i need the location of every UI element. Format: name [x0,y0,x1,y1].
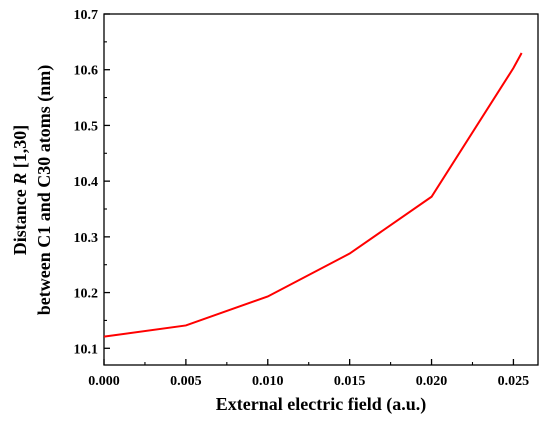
y-tick-label: 10.1 [74,342,99,357]
y-tick-label: 10.4 [74,175,99,190]
x-tick-label: 0.015 [334,374,366,389]
y-tick-label: 10.5 [74,119,99,134]
x-axis-title: External electric field (a.u.) [216,394,426,415]
x-tick-label: 0.020 [416,374,448,389]
y-tick-labels: 10.1 10.2 10.3 10.4 10.5 10.6 10.7 [74,8,99,357]
x-tick-label: 0.005 [170,374,202,389]
y-tick-label: 10.7 [74,8,99,23]
y-axis-title-italic: R [10,173,30,186]
plot-frame [103,13,539,366]
y-axis-title-line1: Distance R [1,30] [10,125,30,256]
y-tick-label: 10.3 [74,231,99,246]
y-tick-label: 10.6 [74,64,99,79]
y-axis-title-suffix: [1,30] [10,125,30,173]
x-tick-label: 0.000 [88,374,120,389]
x-tick-label: 0.025 [498,374,530,389]
y-axis-title-line2: between C1 and C30 atoms (nm) [34,65,55,316]
x-tick-label: 0.010 [252,374,284,389]
series-line [103,52,523,338]
y-tick-label: 10.2 [74,287,99,302]
y-axis-title-prefix: Distance [10,185,30,256]
axis-ticks [103,13,515,365]
x-tick-labels: 0.000 0.005 0.010 0.015 0.020 0.025 [88,374,529,389]
